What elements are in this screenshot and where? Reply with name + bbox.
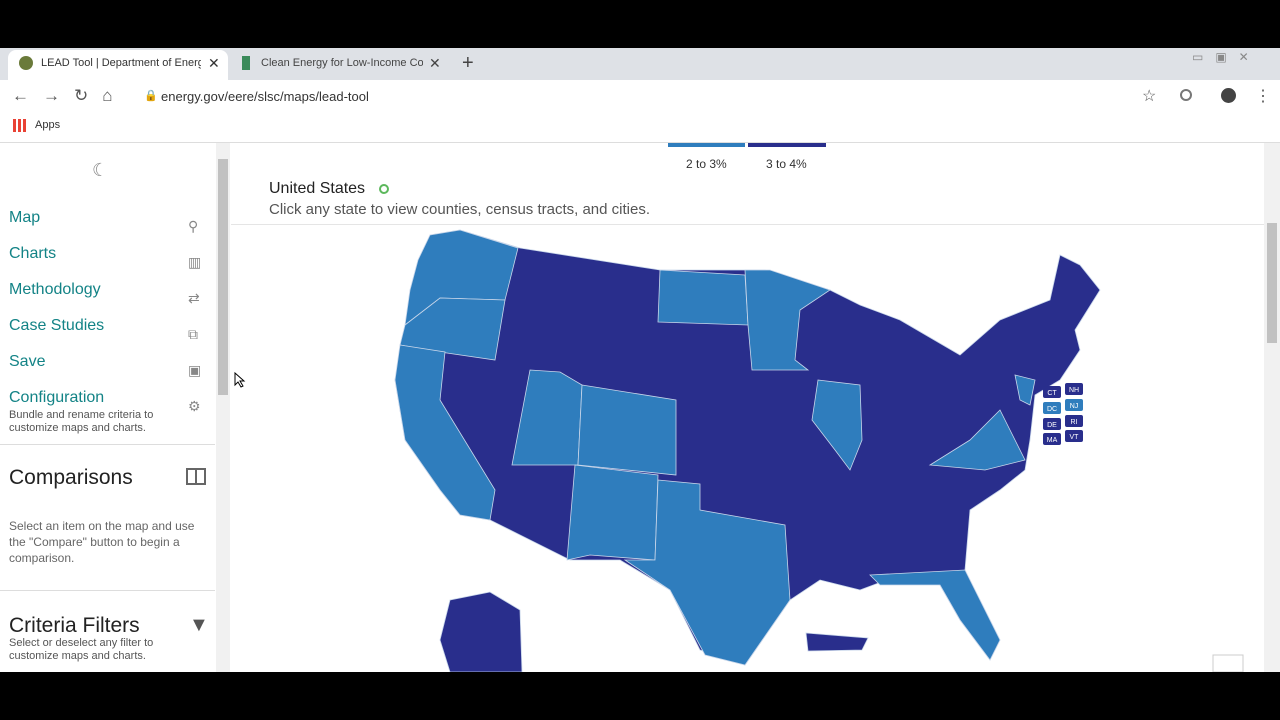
tab-title[interactable]: Clean Energy for Low-Income Co xyxy=(261,57,423,69)
state-label[interactable]: NH xyxy=(1069,387,1079,394)
url[interactable]: energy.gov/eere/slsc/maps/lead-tool xyxy=(161,89,369,104)
section-text: Select an item on the map and use the "C… xyxy=(9,519,195,565)
apps-icon xyxy=(13,119,26,132)
compare-icon[interactable] xyxy=(186,468,206,485)
favicon xyxy=(242,56,250,70)
favicon xyxy=(19,56,33,70)
toolbar xyxy=(0,80,1280,143)
legend-label: 2 to 3% xyxy=(686,157,727,171)
section-text: Select or deselect any filter to customi… xyxy=(9,637,154,662)
state-label[interactable]: CT xyxy=(1047,390,1057,397)
cursor xyxy=(234,371,246,388)
section-title: Comparisons xyxy=(9,466,133,489)
profile[interactable] xyxy=(1221,88,1236,103)
divider xyxy=(0,590,215,591)
extension[interactable] xyxy=(1180,89,1192,101)
theme-toggle[interactable]: ☾ xyxy=(92,160,109,180)
states[interactable] xyxy=(394,229,1101,672)
us-map: CT NH DC NJ DE RI MA VT xyxy=(234,229,1244,672)
nav-link[interactable]: Configuration xyxy=(9,389,105,406)
section-title: Criteria Filters xyxy=(9,614,140,637)
map-title: United States xyxy=(269,180,366,197)
sidebar-scrollbar[interactable] xyxy=(216,143,230,672)
nav-link[interactable]: Methodology xyxy=(9,281,101,298)
nav-icons: ⚲ ▥ ⇄ ⧉ ▣ ⚙ xyxy=(188,218,202,414)
tab-active[interactable] xyxy=(8,50,228,80)
nav-buttons[interactable]: ←→↻⌂ xyxy=(12,86,127,105)
state-label[interactable]: DC xyxy=(1047,406,1057,413)
map-subtitle: Click any state to view counties, census… xyxy=(269,201,650,218)
zoom-button[interactable] xyxy=(1212,654,1244,672)
page-scrollbar[interactable] xyxy=(1264,143,1280,672)
window-controls[interactable]: ▭▣✕ xyxy=(1192,50,1261,64)
divider xyxy=(231,224,1264,225)
tab-title[interactable]: LEAD Tool | Department of Energ xyxy=(41,57,201,69)
state-label[interactable]: NJ xyxy=(1070,403,1079,410)
state-boxes[interactable] xyxy=(1043,383,1083,445)
legend-label: 3 to 4% xyxy=(766,157,807,171)
filter-icon[interactable]: ▼ xyxy=(189,614,209,636)
bookmark-star[interactable]: ☆ xyxy=(1142,88,1157,105)
state-label[interactable]: MA xyxy=(1047,437,1058,444)
new-tab[interactable]: + xyxy=(462,52,474,74)
nav-link[interactable]: Save xyxy=(9,353,46,370)
nav-link[interactable]: Case Studies xyxy=(9,317,105,334)
nav-link[interactable]: Map xyxy=(9,209,41,226)
state-label[interactable]: RI xyxy=(1071,419,1078,426)
tab-close[interactable]: ✕ xyxy=(208,55,220,71)
legend-swatch xyxy=(748,143,826,147)
tab-close[interactable]: ✕ xyxy=(429,55,441,71)
legend-swatch xyxy=(668,143,745,147)
nav-link[interactable]: Charts xyxy=(9,245,57,262)
menu[interactable]: ⋮ xyxy=(1255,88,1271,105)
state-label[interactable]: VT xyxy=(1070,434,1080,441)
bookmark[interactable]: Apps xyxy=(35,119,61,131)
letterbox xyxy=(0,672,1280,720)
divider xyxy=(0,444,215,445)
status-icon xyxy=(379,184,389,194)
nav-description: Bundle and rename criteria to customize … xyxy=(9,409,154,434)
state-label[interactable]: DE xyxy=(1047,422,1057,429)
lock-icon: 🔒 xyxy=(144,90,158,102)
